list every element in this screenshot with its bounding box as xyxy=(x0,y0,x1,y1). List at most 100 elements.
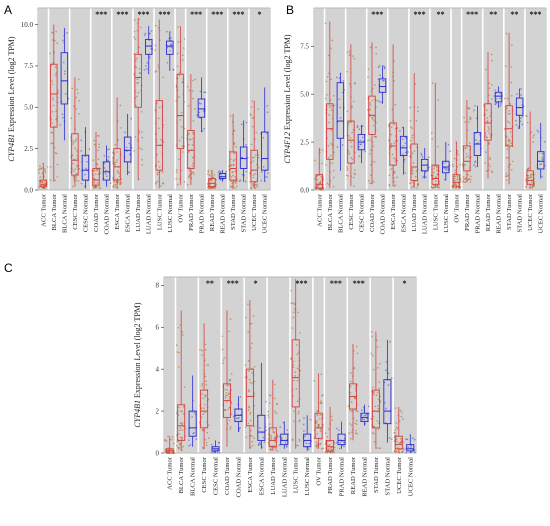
data-point xyxy=(436,166,439,169)
data-point xyxy=(130,117,133,120)
y-axis-text: Expression Level (log2 TPM) xyxy=(7,36,16,132)
data-point xyxy=(178,406,180,409)
data-point xyxy=(322,417,324,419)
data-point xyxy=(484,151,487,154)
box-body xyxy=(280,433,289,446)
data-point xyxy=(488,82,491,84)
data-point xyxy=(56,176,59,178)
data-point xyxy=(74,168,77,171)
data-point xyxy=(178,96,180,98)
data-point xyxy=(228,330,231,333)
data-point xyxy=(510,94,513,97)
data-point xyxy=(348,423,351,425)
data-point xyxy=(200,102,202,105)
data-point xyxy=(178,139,181,142)
box-17 xyxy=(217,170,228,182)
significance-label: *** xyxy=(116,10,128,19)
data-point xyxy=(532,136,534,139)
data-point xyxy=(133,36,135,39)
data-point xyxy=(454,175,456,178)
data-point xyxy=(159,185,162,187)
data-point xyxy=(296,353,299,356)
data-point xyxy=(117,181,120,184)
data-point xyxy=(517,125,520,128)
data-point xyxy=(233,152,235,155)
data-point xyxy=(51,83,54,85)
data-point xyxy=(411,134,414,137)
data-point xyxy=(97,158,100,161)
significance-label: *** xyxy=(353,279,365,288)
data-point xyxy=(176,183,179,186)
data-point xyxy=(372,386,374,389)
data-point xyxy=(148,56,151,59)
category-label: LUSC Normal xyxy=(443,194,450,233)
data-point xyxy=(267,414,270,417)
category-label: PRAD Normal xyxy=(339,457,346,497)
data-point xyxy=(44,171,47,174)
data-point xyxy=(387,125,390,128)
category-label: READ Normal xyxy=(361,457,368,497)
category-label: BLCA Normal xyxy=(61,194,68,233)
data-point xyxy=(228,419,231,422)
data-point xyxy=(213,174,216,176)
box-body xyxy=(347,120,355,164)
data-point xyxy=(146,68,148,70)
data-point xyxy=(207,171,210,173)
data-point xyxy=(410,186,413,189)
data-point xyxy=(225,392,228,394)
data-point xyxy=(520,88,522,90)
data-point xyxy=(527,174,529,177)
data-point xyxy=(52,99,55,101)
data-point xyxy=(350,145,353,148)
group-shade xyxy=(314,8,324,190)
data-point xyxy=(180,111,183,114)
data-point xyxy=(179,436,182,439)
data-point xyxy=(330,448,332,450)
data-point xyxy=(178,429,181,431)
category-label: ESCA Tumor xyxy=(114,193,121,230)
data-point xyxy=(464,121,466,123)
data-point xyxy=(103,154,106,157)
data-point xyxy=(508,138,510,140)
data-point xyxy=(212,176,215,179)
box-body xyxy=(187,129,195,169)
data-point xyxy=(144,32,147,35)
data-point xyxy=(78,113,80,115)
data-point xyxy=(491,98,493,100)
group-shade xyxy=(504,8,525,190)
data-point xyxy=(383,66,386,69)
data-point xyxy=(510,81,513,84)
group-shade xyxy=(393,277,416,453)
data-point xyxy=(117,171,119,173)
data-point xyxy=(373,393,375,396)
box-4 xyxy=(210,440,221,454)
data-point xyxy=(369,104,372,106)
data-point xyxy=(503,97,506,100)
data-point xyxy=(361,136,364,139)
data-point xyxy=(400,437,402,440)
data-point xyxy=(394,429,397,431)
significance-label: *** xyxy=(227,279,239,288)
data-point xyxy=(39,176,42,179)
data-point xyxy=(417,110,419,113)
data-point xyxy=(251,100,254,103)
data-point xyxy=(510,66,512,68)
data-point xyxy=(394,184,397,187)
data-point xyxy=(404,136,407,139)
data-point xyxy=(449,150,451,153)
data-point xyxy=(411,437,414,439)
box-6 xyxy=(377,65,387,104)
data-point xyxy=(316,433,319,435)
data-point xyxy=(105,169,107,172)
data-point xyxy=(507,157,509,159)
data-point xyxy=(256,186,259,188)
data-point xyxy=(250,429,252,432)
data-point xyxy=(398,442,401,444)
data-point xyxy=(154,24,157,27)
data-point xyxy=(86,160,88,163)
data-point xyxy=(378,387,380,390)
y-axis-label: CYP4B1 Expression Level (log2 TPM) xyxy=(133,302,142,428)
data-point xyxy=(173,442,175,445)
data-point xyxy=(192,171,195,174)
data-point xyxy=(333,451,335,453)
